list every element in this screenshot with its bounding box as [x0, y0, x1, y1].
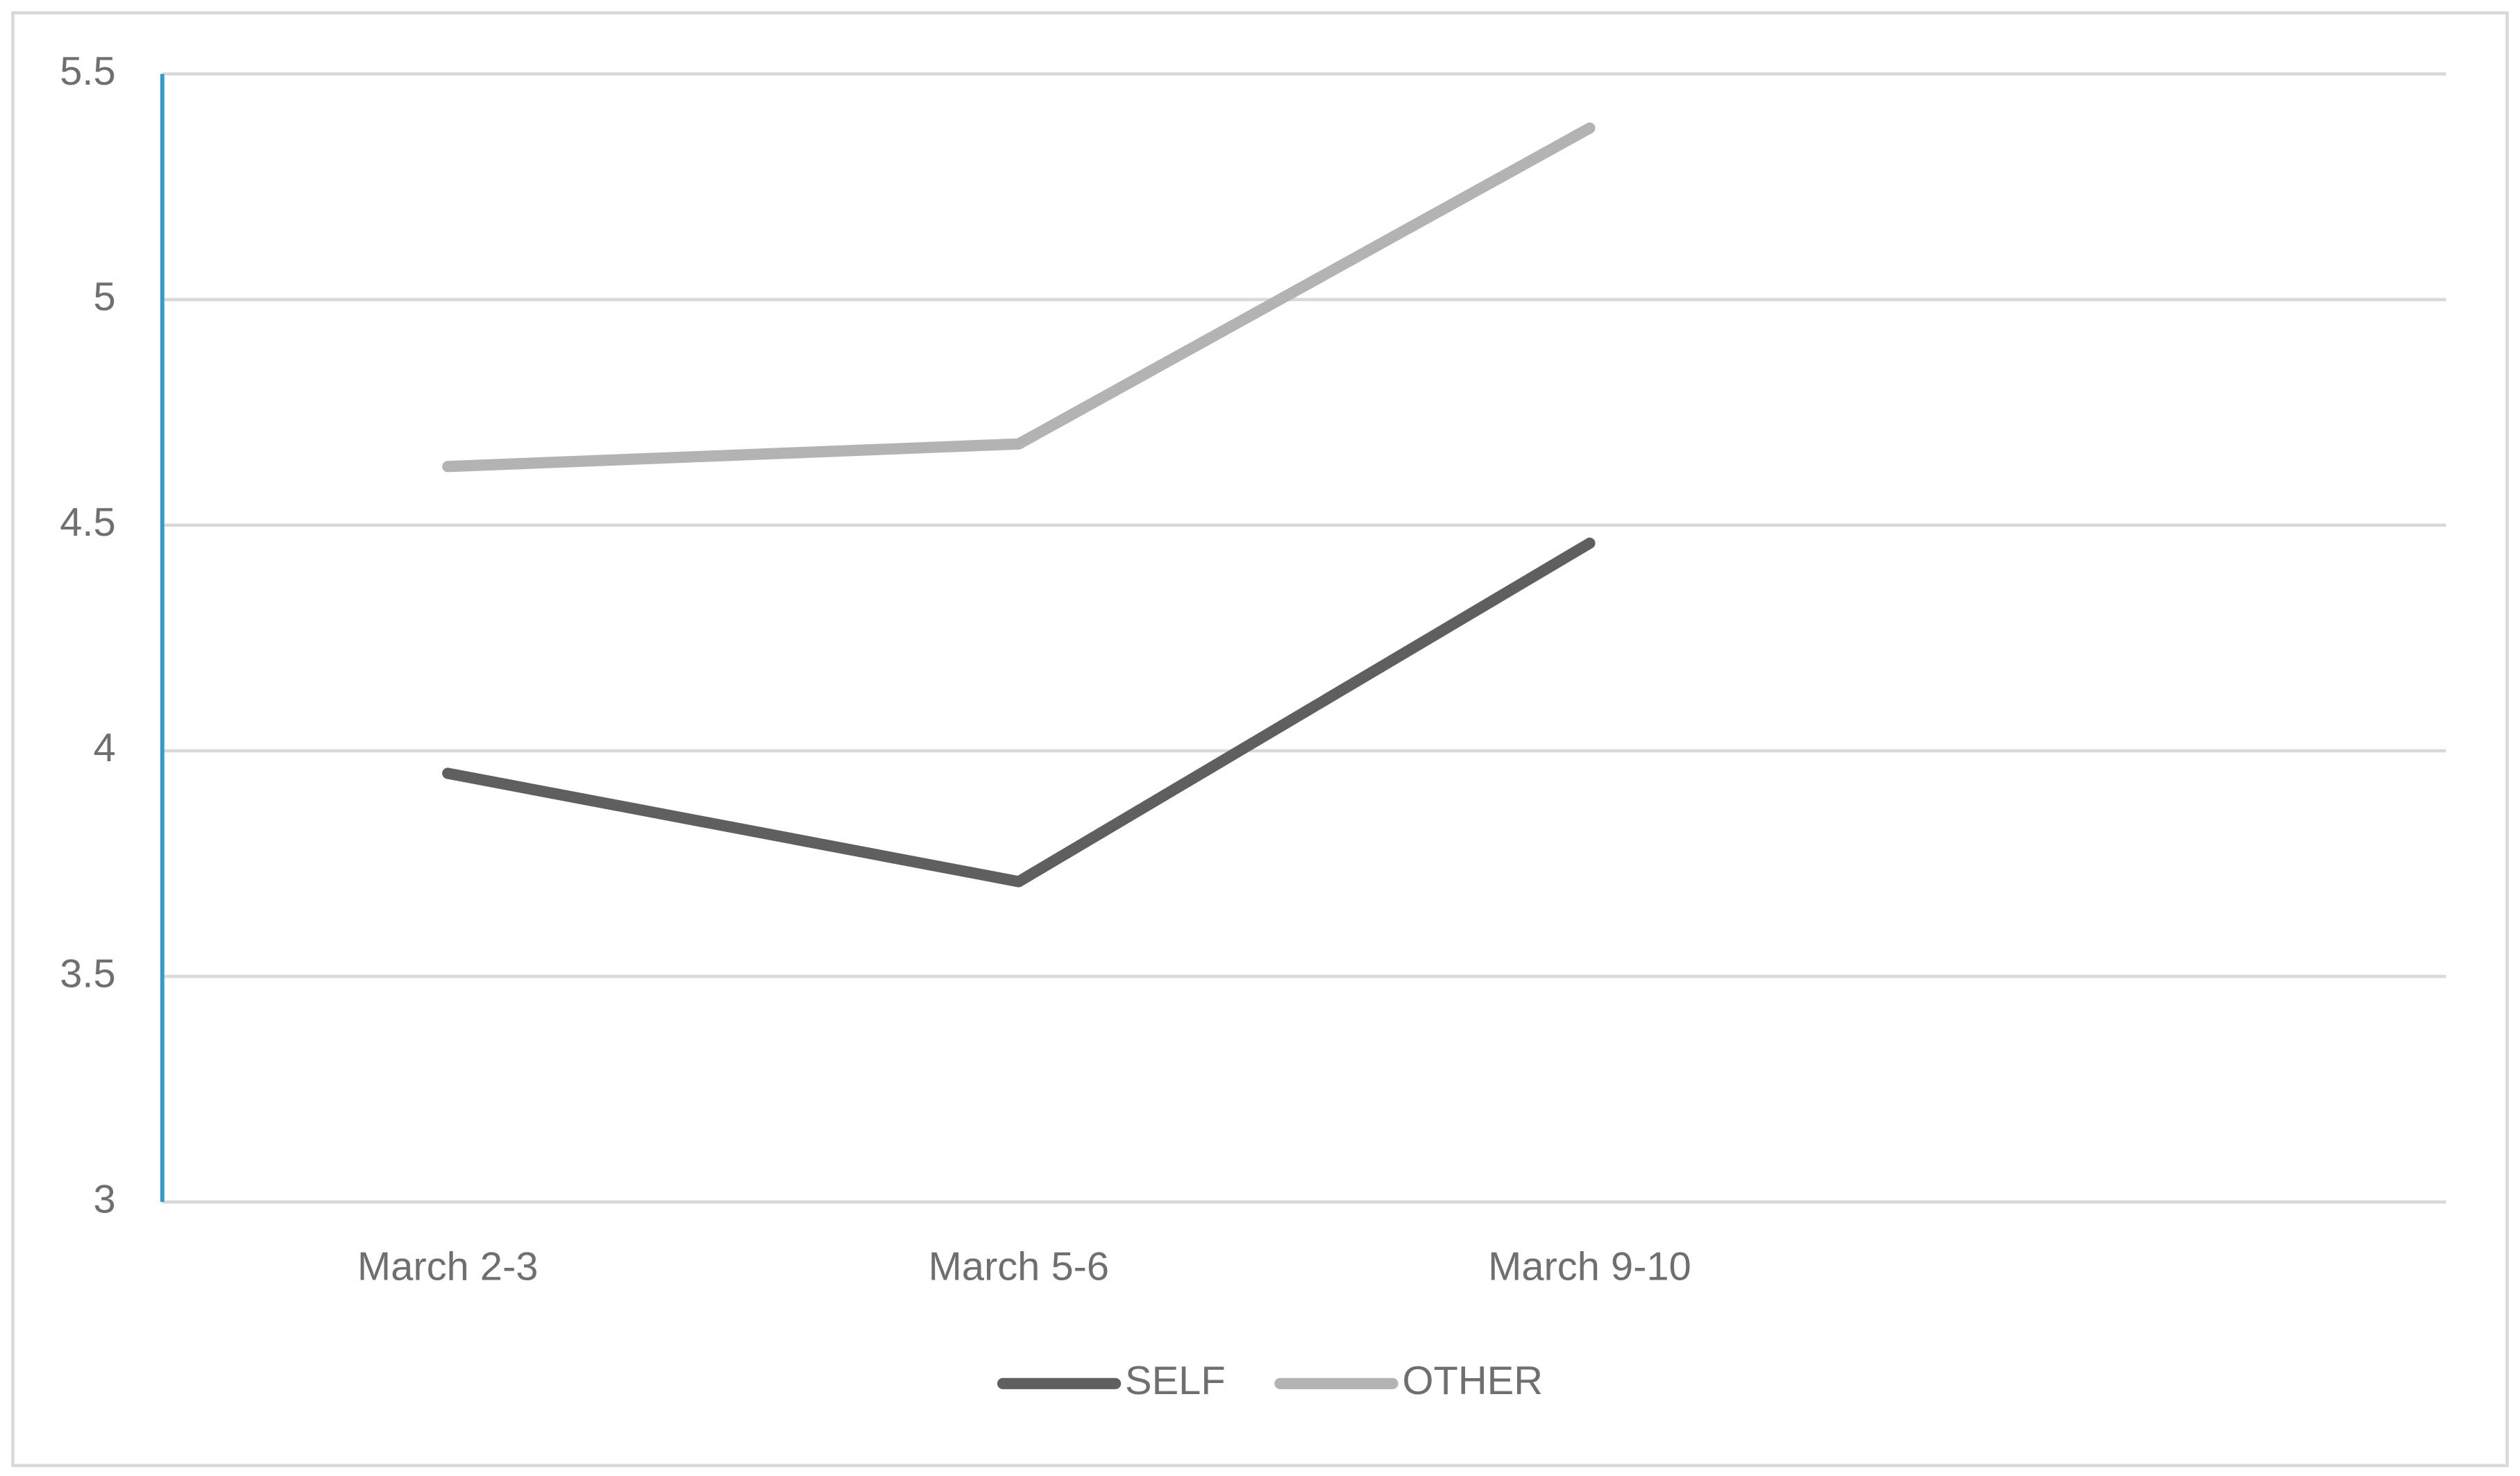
series-line [442, 537, 1596, 888]
y-tick-label: 4.5 [60, 500, 115, 545]
x-tick-label: March 9-10 [1488, 1245, 1691, 1289]
legend-label: SELF [1125, 1359, 1226, 1403]
y-tick-label: 5.5 [60, 49, 115, 94]
series-line [442, 122, 1596, 473]
y-tick-label: 4 [94, 726, 116, 770]
legend-label: OTHER [1402, 1359, 1543, 1403]
y-tick-label: 3 [94, 1177, 116, 1221]
x-tick-label: March 5-6 [929, 1245, 1110, 1289]
y-tick-label: 3.5 [60, 951, 115, 996]
x-tick-label: March 2-3 [357, 1245, 539, 1289]
y-tick-label: 5 [94, 275, 116, 319]
